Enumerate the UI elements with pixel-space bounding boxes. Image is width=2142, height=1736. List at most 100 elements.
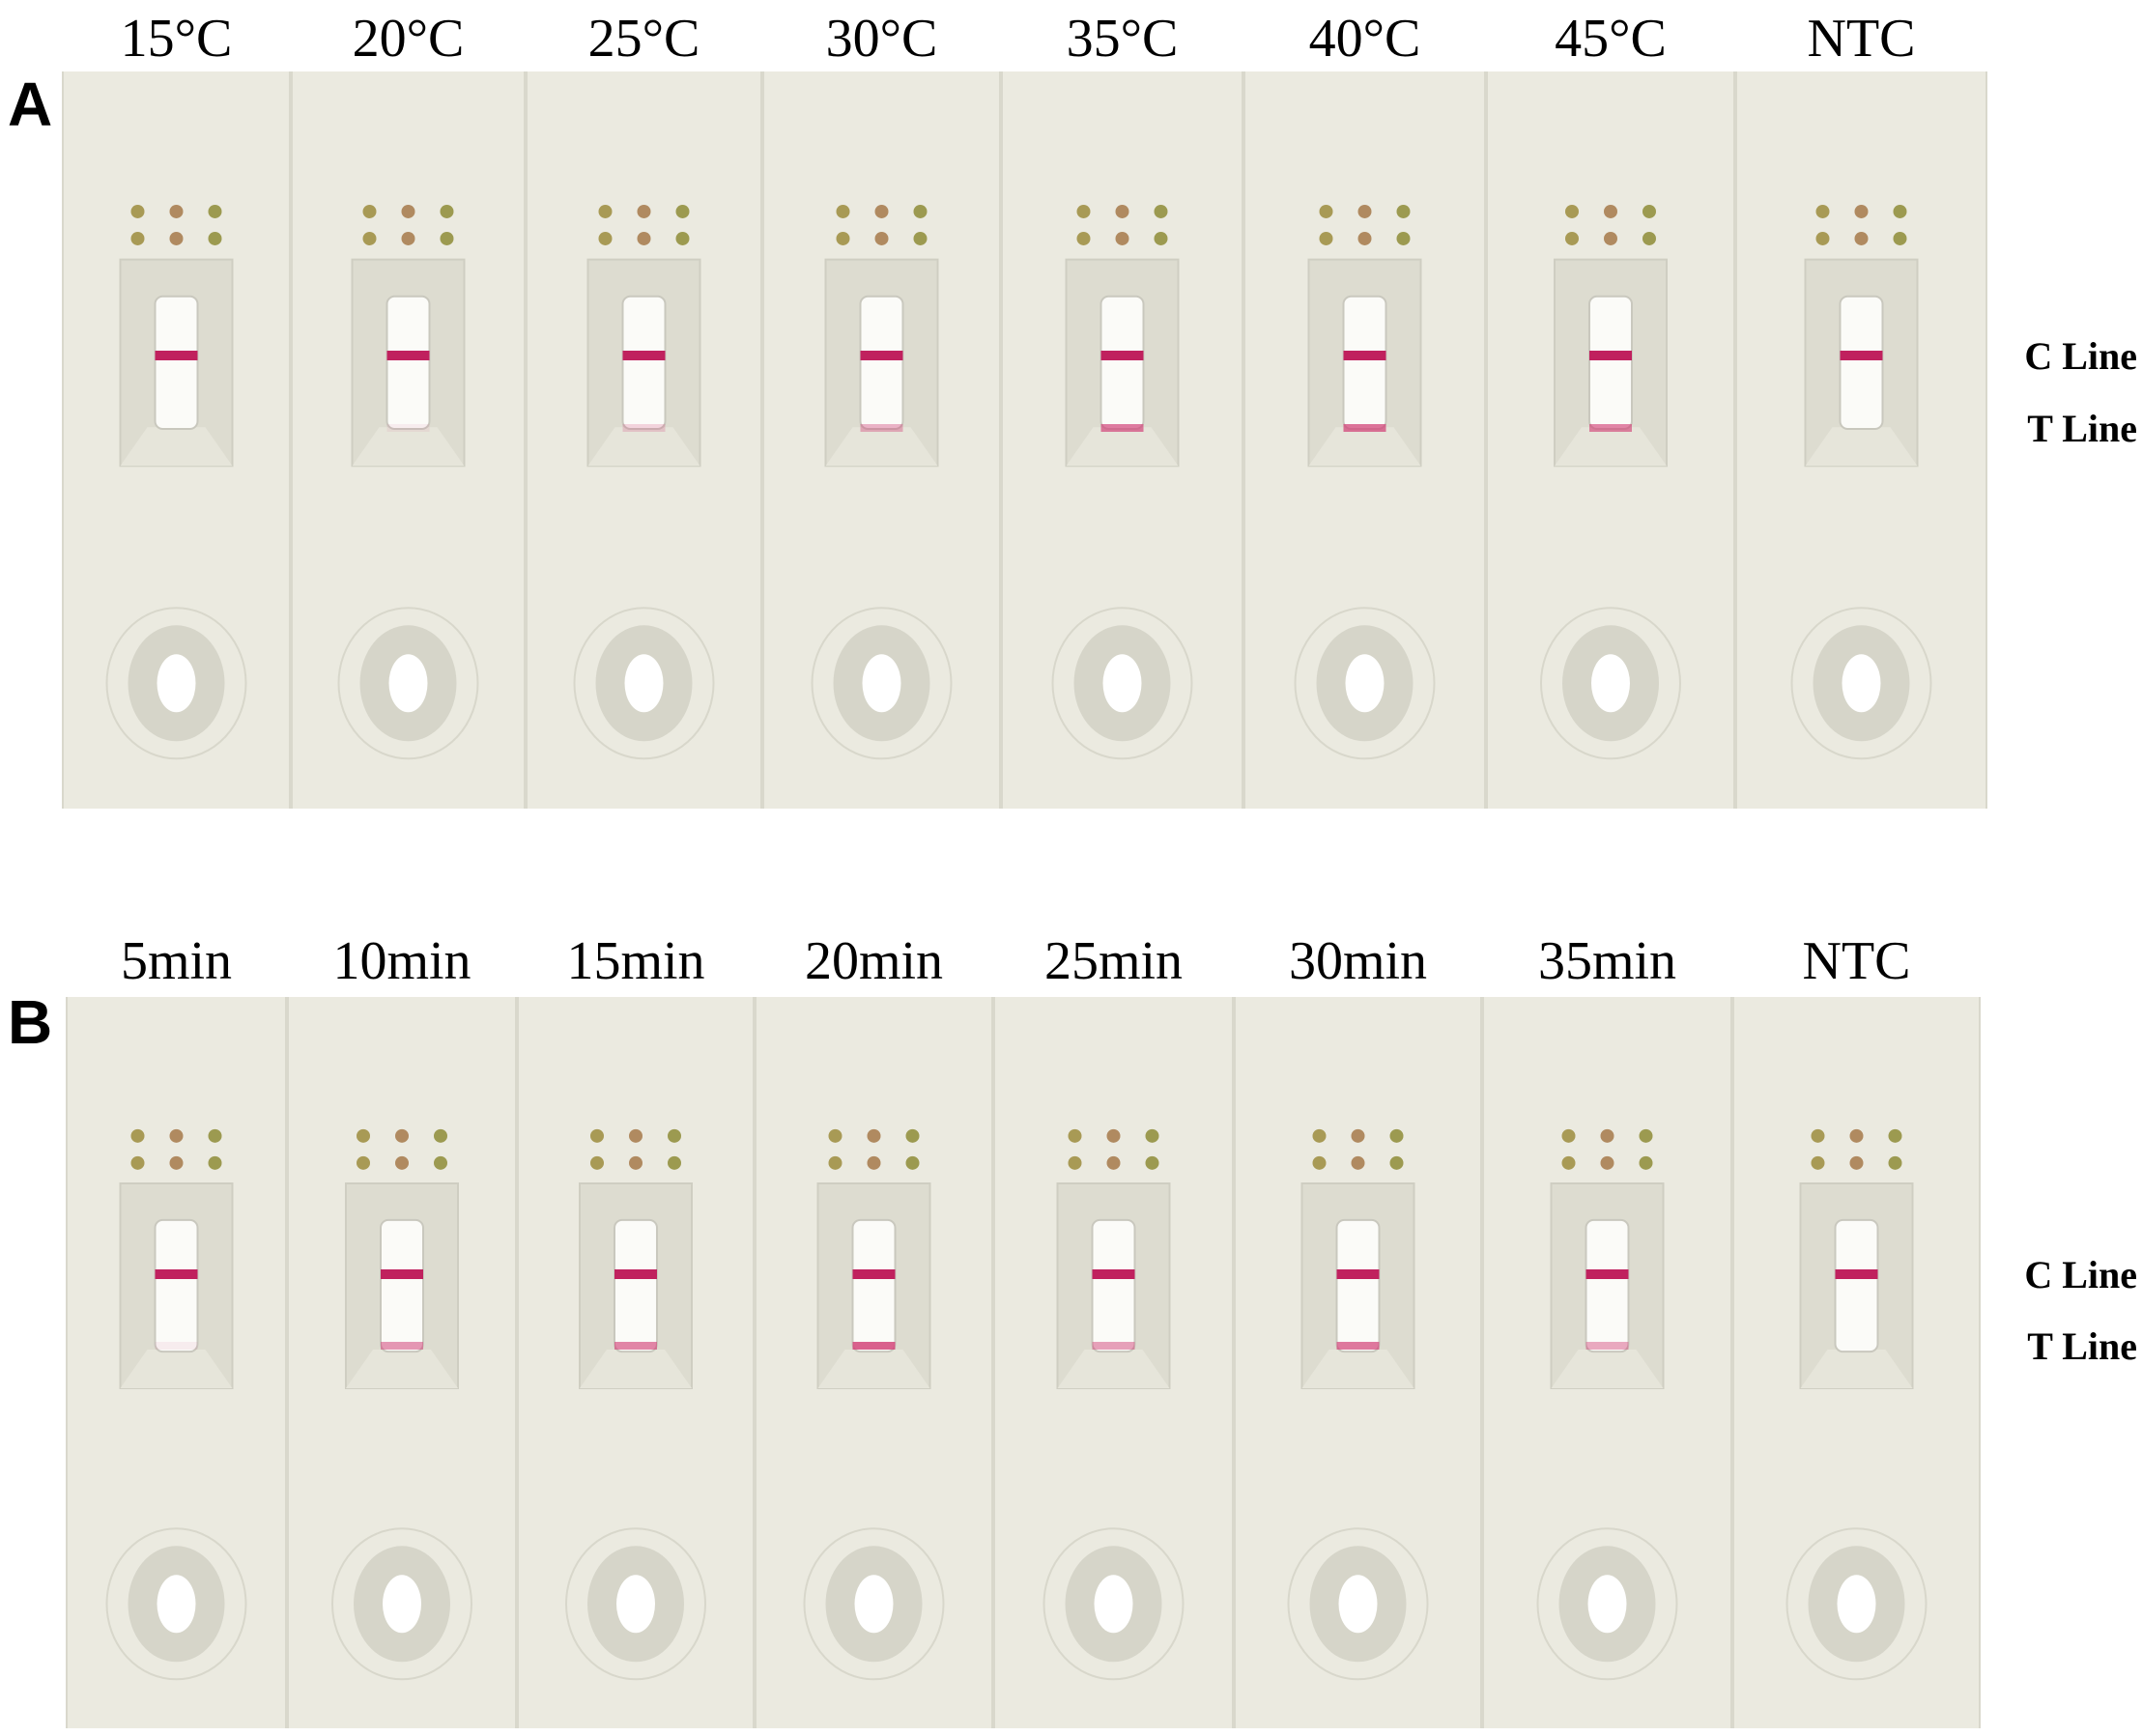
test-cassette (528, 71, 760, 809)
c-line (622, 351, 666, 360)
c-line-label: C Line (2024, 334, 2137, 378)
well-ring (811, 607, 953, 760)
c-line (614, 1269, 657, 1279)
t-line (1092, 1342, 1135, 1350)
indicator-dot (1604, 204, 1617, 218)
sample-pad (1591, 654, 1630, 713)
well-ring (1287, 1527, 1429, 1681)
indicator-dot (1351, 1155, 1365, 1170)
test-strip (1834, 1218, 1879, 1353)
indicator-dot (637, 231, 651, 245)
sample-pad (854, 1575, 894, 1634)
indicator-dot (1600, 1128, 1614, 1143)
indicator-dot (208, 231, 222, 245)
indicator-dot (1642, 204, 1656, 218)
t-line (852, 1342, 896, 1350)
indicator-dot (130, 231, 145, 245)
indicator-dot (1396, 231, 1411, 245)
indicator-dot (1849, 1155, 1864, 1170)
column-label: 25min (1044, 931, 1183, 991)
sample-pad (388, 654, 428, 713)
test-strip (1342, 295, 1387, 431)
t-line (614, 1342, 657, 1350)
sample-pad (1837, 1575, 1876, 1634)
indicator-dot (1639, 1155, 1653, 1170)
indicator-dot (675, 231, 690, 245)
indicator-dot (1888, 1128, 1902, 1143)
indicator-dot (1389, 1155, 1404, 1170)
indicator-dot (1106, 1155, 1121, 1170)
test-cassette (289, 997, 515, 1728)
indicator-dot (169, 1155, 184, 1170)
indicator-dot (828, 1155, 843, 1170)
indicator-dot (1396, 204, 1411, 218)
indicator-dot (1639, 1128, 1653, 1143)
well-ring (1042, 1527, 1185, 1681)
indicator-dot (169, 231, 184, 245)
test-cassette (293, 71, 524, 809)
indicator-dot (1642, 231, 1656, 245)
indicator-dot (357, 1155, 370, 1170)
c-line (1585, 1269, 1629, 1279)
column-label: NTC (1803, 931, 1911, 991)
t-line (1336, 1342, 1380, 1350)
indicator-dot (828, 1128, 843, 1143)
test-cassette (1003, 71, 1242, 809)
indicator-dot (874, 231, 889, 245)
test-strip (1585, 1218, 1630, 1353)
indicator-dot (440, 204, 454, 218)
test-cassette (1236, 997, 1480, 1728)
t-line-label: T Line (2027, 1324, 2137, 1368)
indicator-dot (1115, 204, 1129, 218)
indicator-dot (1600, 1155, 1614, 1170)
indicator-dot (1312, 1128, 1327, 1143)
test-cassette (757, 997, 991, 1728)
sample-pad (1587, 1575, 1627, 1634)
window-bevel (1057, 1349, 1170, 1388)
test-strip (380, 1218, 424, 1353)
sample-pad (616, 1575, 655, 1634)
c-line-label: C Line (2024, 1253, 2137, 1296)
indicator-dot (1604, 231, 1617, 245)
indicator-dot (401, 204, 415, 218)
window-bevel (1308, 427, 1421, 467)
test-strip (386, 295, 431, 431)
sample-pad (1338, 1575, 1378, 1634)
test-strip (1839, 295, 1884, 431)
indicator-dot (836, 204, 850, 218)
well-ring (1536, 1527, 1678, 1681)
test-cassette (1488, 71, 1733, 809)
indicator-dot (1561, 1155, 1576, 1170)
test-cassette (995, 997, 1232, 1728)
indicator-dot (1145, 1155, 1159, 1170)
indicator-dot (434, 1155, 447, 1170)
indicator-dot (362, 204, 377, 218)
window-bevel (817, 1349, 930, 1388)
column-label: 10min (332, 931, 471, 991)
column-label: NTC (1808, 9, 1916, 69)
well-ring (803, 1527, 945, 1681)
test-strip (1091, 1218, 1136, 1353)
indicator-dot (637, 204, 651, 218)
indicator-dot (1849, 1128, 1864, 1143)
indicator-dot (675, 204, 690, 218)
c-line (381, 1269, 423, 1279)
test-cassette (1484, 997, 1730, 1728)
indicator-dot (629, 1128, 643, 1143)
indicator-dot (629, 1155, 643, 1170)
indicator-dot (598, 231, 613, 245)
c-line (860, 351, 903, 360)
sample-pad (157, 654, 196, 713)
column-label: 35min (1538, 931, 1676, 991)
indicator-dot (1888, 1155, 1902, 1170)
indicator-dot (434, 1128, 447, 1143)
c-line (852, 1269, 896, 1279)
c-line (155, 351, 198, 360)
sample-pad (383, 1575, 421, 1634)
panel-label: B (8, 987, 52, 1057)
c-line (1835, 1269, 1878, 1279)
window-bevel (1800, 1349, 1913, 1388)
test-strip (621, 295, 667, 431)
indicator-dot (867, 1128, 881, 1143)
